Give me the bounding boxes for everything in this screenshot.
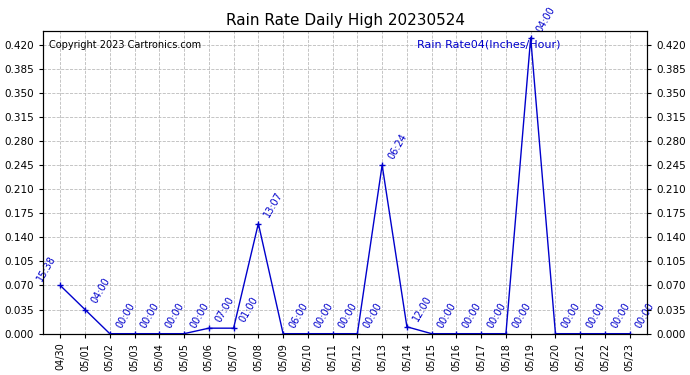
Text: 00:00: 00:00 <box>634 300 656 330</box>
Text: 01:00: 01:00 <box>238 295 260 324</box>
Text: 00:00: 00:00 <box>114 300 137 330</box>
Text: 12:00: 12:00 <box>411 294 433 322</box>
Text: 00:00: 00:00 <box>188 300 210 330</box>
Text: 00:00: 00:00 <box>584 300 607 330</box>
Text: 00:00: 00:00 <box>461 300 483 330</box>
Text: 07:00: 07:00 <box>213 295 235 324</box>
Text: 00:00: 00:00 <box>139 300 161 330</box>
Text: 00:00: 00:00 <box>510 300 533 330</box>
Text: 00:00: 00:00 <box>362 300 384 330</box>
Text: 06:24: 06:24 <box>386 132 409 161</box>
Text: 04:00: 04:00 <box>89 276 112 305</box>
Text: Copyright 2023 Cartronics.com: Copyright 2023 Cartronics.com <box>49 40 201 50</box>
Text: 00:00: 00:00 <box>436 300 458 330</box>
Text: 00:00: 00:00 <box>164 300 186 330</box>
Text: 00:00: 00:00 <box>609 300 631 330</box>
Text: 06:00: 06:00 <box>287 300 310 330</box>
Title: Rain Rate Daily High 20230524: Rain Rate Daily High 20230524 <box>226 13 464 28</box>
Text: 04:00: 04:00 <box>535 4 558 33</box>
Text: 00:00: 00:00 <box>337 300 359 330</box>
Text: 00:00: 00:00 <box>485 300 508 330</box>
Text: 00:00: 00:00 <box>312 300 335 330</box>
Text: Rain Rate04(Inches/Hour): Rain Rate04(Inches/Hour) <box>417 40 561 50</box>
Text: 00:00: 00:00 <box>560 300 582 330</box>
Text: 15:38: 15:38 <box>35 254 57 283</box>
Text: 13:07: 13:07 <box>262 190 285 219</box>
